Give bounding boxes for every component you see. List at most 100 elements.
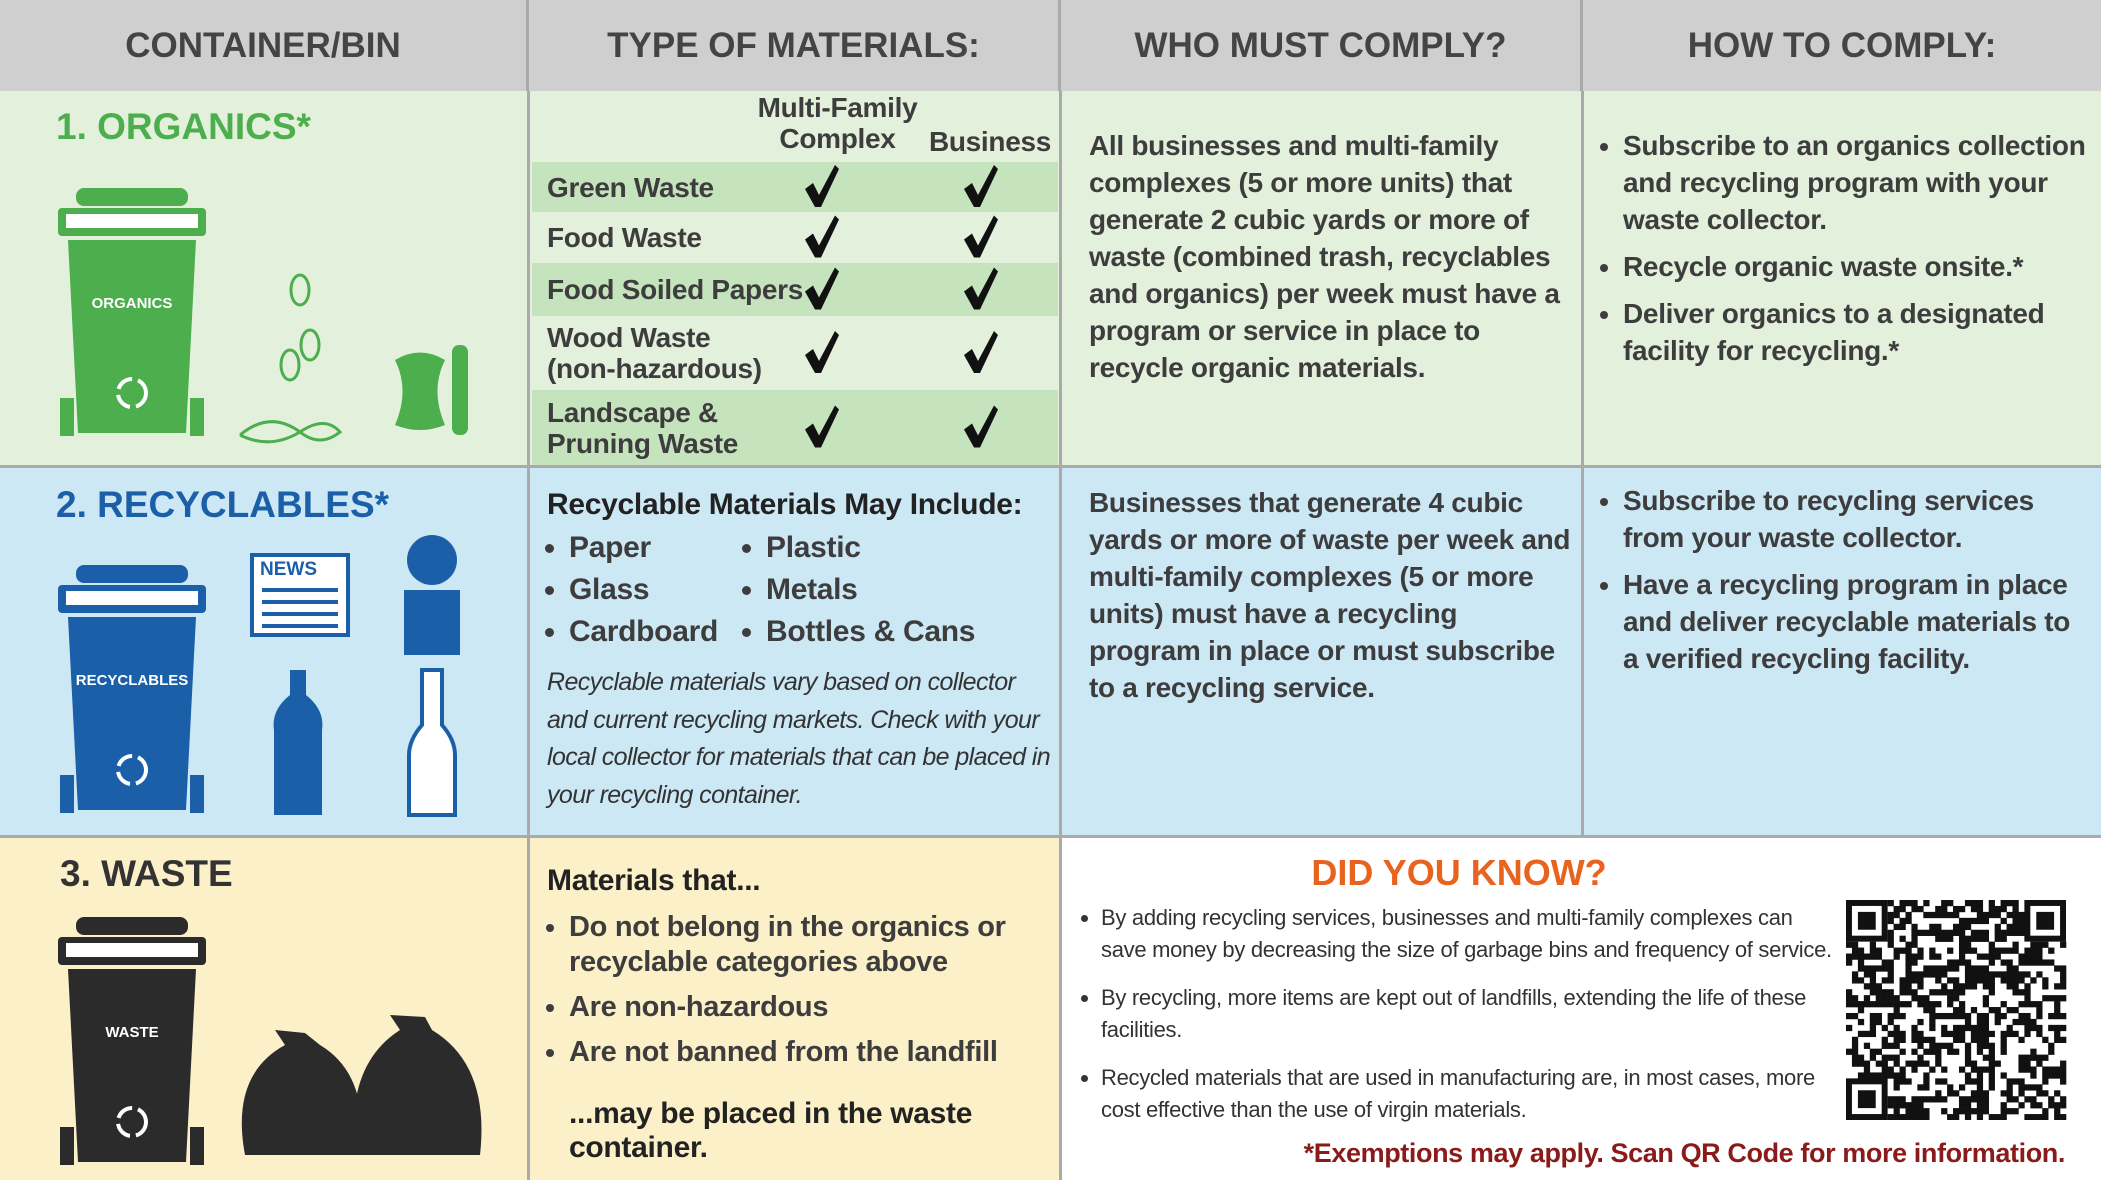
qr-module xyxy=(1905,971,1911,977)
qr-module xyxy=(1870,971,1876,977)
qr-module xyxy=(1870,1031,1876,1037)
qr-module xyxy=(1941,983,1947,989)
qr-module xyxy=(2018,1084,2024,1090)
qr-module xyxy=(1905,965,1911,971)
qr-module xyxy=(1935,936,1941,942)
qr-module xyxy=(2030,959,2036,965)
material-row: Landscape & Pruning Waste xyxy=(532,390,1058,465)
qr-module xyxy=(2036,1090,2042,1096)
qr-module xyxy=(1935,954,1941,960)
qr-module xyxy=(1923,1037,1929,1043)
qr-module xyxy=(1929,989,1935,995)
qr-module xyxy=(1929,971,1935,977)
qr-module xyxy=(1870,942,1876,948)
info-list: By adding recycling services, businesses… xyxy=(1079,902,1839,1136)
qr-module xyxy=(1929,1025,1935,1031)
qr-module xyxy=(2018,1078,2024,1084)
qr-module xyxy=(1876,965,1882,971)
qr-module xyxy=(2054,1072,2060,1078)
qr-module xyxy=(2054,1090,2060,1096)
qr-module xyxy=(1888,936,1894,942)
checkmark xyxy=(964,216,998,258)
qr-module xyxy=(1852,995,1858,1001)
qr-module xyxy=(1888,1072,1894,1078)
qr-module xyxy=(1971,983,1977,989)
qr-module xyxy=(1929,930,1935,936)
qr-module xyxy=(1846,995,1852,1001)
qr-module xyxy=(1989,983,1995,989)
qr-module xyxy=(2024,1066,2030,1072)
info-item: Recycled materials that are used in manu… xyxy=(1101,1062,1839,1126)
qr-module xyxy=(1953,1025,1959,1031)
qr-module xyxy=(1983,1001,1989,1007)
qr-module xyxy=(2012,1019,2018,1025)
qr-module xyxy=(1905,959,1911,965)
qr-module xyxy=(1888,1096,1894,1102)
checkmark xyxy=(964,331,998,373)
qr-module xyxy=(1977,918,1983,924)
qr-module xyxy=(1911,906,1917,912)
qr-module xyxy=(1989,1114,1995,1120)
plastic-bottle xyxy=(274,670,323,815)
qr-module xyxy=(2012,983,2018,989)
qr-module xyxy=(1941,971,1947,977)
qr-module xyxy=(2018,1037,2024,1043)
qr-module xyxy=(1888,942,1894,948)
qr-module xyxy=(2007,930,2013,936)
qr-module xyxy=(2036,942,2042,948)
qr-module xyxy=(1995,1013,2001,1019)
qr-module xyxy=(1995,1061,2001,1067)
qr-module xyxy=(2048,948,2054,954)
qr-module xyxy=(2024,1013,2030,1019)
qr-module xyxy=(1965,924,1971,930)
bin-label: RECYCLABLES xyxy=(76,672,189,689)
qr-module xyxy=(1941,989,1947,995)
qr-module xyxy=(1995,954,2001,960)
qr-module xyxy=(1900,977,1906,983)
qr-module xyxy=(1971,1066,1977,1072)
qr-module xyxy=(2007,924,2013,930)
qr-module xyxy=(2018,977,2024,983)
qr-module xyxy=(1882,1072,1888,1078)
qr-module xyxy=(1905,900,1911,906)
qr-module xyxy=(1995,924,2001,930)
checkmark xyxy=(964,268,998,310)
qr-module xyxy=(1989,971,1995,977)
qr-module xyxy=(1876,1001,1882,1007)
leaves xyxy=(240,422,340,442)
qr-module xyxy=(1923,912,1929,918)
qr-module xyxy=(1894,954,1900,960)
qr-module xyxy=(2060,1072,2066,1078)
qr-module xyxy=(1870,954,1876,960)
checks xyxy=(532,316,1058,390)
note: Recyclable materials vary based on colle… xyxy=(547,664,1055,814)
qr-module xyxy=(2060,1025,2066,1031)
qr-module xyxy=(1971,1090,1977,1096)
checkmark xyxy=(964,406,998,448)
qr-module xyxy=(1947,936,1953,942)
qr-module xyxy=(1900,1001,1906,1007)
divider xyxy=(1581,0,1584,835)
qr-module xyxy=(1876,1061,1882,1067)
qr-module xyxy=(1870,977,1876,983)
qr-module xyxy=(1894,1031,1900,1037)
qr-module xyxy=(1941,1078,1947,1084)
waste-item: Are not banned from the landfill xyxy=(569,1035,1047,1070)
qr-module xyxy=(2001,1090,2007,1096)
qr-module xyxy=(2060,1061,2066,1067)
qr-module xyxy=(1965,1019,1971,1025)
bin-wheel xyxy=(190,775,204,813)
qr-module xyxy=(1888,971,1894,977)
qr-module xyxy=(2007,983,2013,989)
qr-module xyxy=(1983,936,1989,942)
qr-module xyxy=(2001,977,2007,983)
qr-module xyxy=(1905,1102,1911,1108)
qr-module xyxy=(1900,1049,1906,1055)
qr-module xyxy=(2007,1025,2013,1031)
qr-module xyxy=(1917,983,1923,989)
qr-module xyxy=(2060,942,2066,948)
how-item: Have a recycling program in place and de… xyxy=(1623,566,2091,677)
qr-module xyxy=(1947,1084,1953,1090)
qr-module xyxy=(1888,1066,1894,1072)
qr-module xyxy=(2036,1084,2042,1090)
